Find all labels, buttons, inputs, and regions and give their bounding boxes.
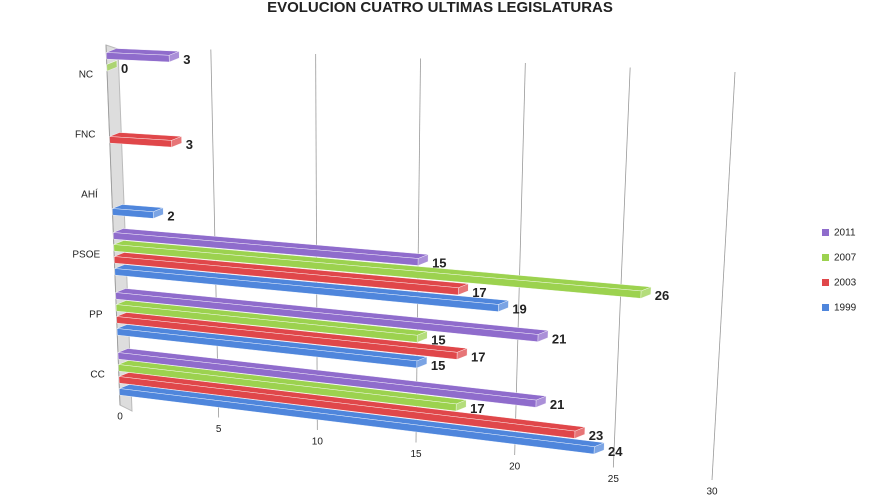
bar-end [168,51,180,63]
bar-end [574,426,586,439]
bar [113,228,429,266]
grid-line [210,49,220,418]
bar [106,60,118,72]
y-tick-label: PP [89,310,103,321]
legend-label: 2011 [834,228,856,239]
x-tick-label: 10 [312,437,324,448]
value-label: 17 [471,349,485,364]
bar-end [535,395,547,408]
value-label: 2 [167,209,174,224]
x-tick-label: 20 [509,462,521,473]
y-tick-label: NC [79,70,93,81]
legend-swatch [822,254,829,261]
x-tick-label: 5 [216,424,222,435]
bar [114,252,469,296]
value-label: 26 [655,288,669,303]
x-tick-label: 15 [410,449,422,460]
bar-end [640,286,652,299]
x-tick-label: 0 [117,412,123,423]
value-label: 15 [432,255,446,270]
grid-line [315,53,318,431]
value-label: 23 [589,428,603,443]
bar [112,204,164,219]
legend-label: 2007 [834,253,857,264]
bar-end [455,399,467,412]
bar [113,240,652,299]
bar [114,264,509,312]
bar [116,312,468,360]
bar [115,288,549,343]
value-label: 17 [472,285,486,300]
bar-end [498,300,509,312]
bar-end [593,442,605,455]
bar-end [416,331,428,343]
bar-end [458,283,469,296]
legend-label: 1999 [834,303,857,314]
y-tick-label: AHÍ [81,188,98,201]
grid-line [105,44,121,406]
bar-end [171,136,182,148]
y-tick-label: FNC [75,130,96,141]
legend-swatch [822,229,829,236]
x-tick-label: 30 [706,487,718,495]
legend-swatch [822,279,829,286]
grid-line [415,58,421,443]
value-label: 15 [431,332,445,347]
value-label: 21 [552,332,566,347]
y-tick-label: PSOE [72,250,100,261]
x-tick-label: 25 [608,474,620,485]
value-label: 3 [186,137,193,152]
value-label: 24 [608,444,623,459]
legend-swatch [822,304,829,311]
grid-line [514,62,526,456]
value-label: 21 [550,397,564,412]
bar-end [152,207,164,219]
bar [115,300,428,343]
chart-title: EVOLUCION CUATRO ULTIMAS LEGISLATURAS [267,0,613,16]
value-label: 0 [121,61,128,76]
y-tick-label: CC [90,370,104,381]
bar-end [106,60,118,72]
bar-end [537,330,549,343]
value-label: 3 [183,52,190,67]
bar-end [417,254,429,266]
value-label: 17 [470,401,484,416]
bar [116,324,428,369]
value-label: 19 [512,301,526,316]
bar [109,132,182,148]
bar-end [456,348,468,360]
value-label: 15 [431,358,445,373]
grid-line [612,67,631,468]
bar [119,384,605,455]
bar [106,48,180,63]
bar [118,372,586,439]
legend-label: 2003 [834,278,857,289]
bar-end [416,356,428,369]
bar [117,348,547,408]
bar [118,360,467,412]
grid-line [711,71,736,481]
